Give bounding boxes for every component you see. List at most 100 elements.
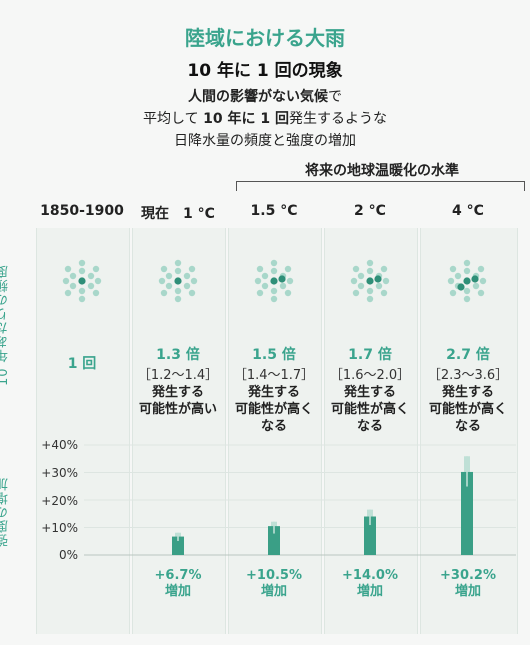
frequency-likelihood-1-5-2: 可能性が高く xyxy=(234,402,313,417)
increase-value-2: +14.0% xyxy=(342,568,398,583)
y-tick-20: +20% xyxy=(41,494,78,508)
dot-light xyxy=(165,272,173,280)
column-bg-1-5 xyxy=(228,228,322,634)
dot-light xyxy=(284,265,292,273)
dot-light xyxy=(454,272,462,280)
description-tail-2: 発生するような xyxy=(288,111,387,127)
dot-light xyxy=(477,289,485,297)
dot-light xyxy=(366,295,374,303)
frequency-likelihood-2-3: なる xyxy=(356,419,383,434)
dot-light xyxy=(87,272,95,280)
frequency-main-1850: 1 回 xyxy=(67,356,97,372)
dot-light xyxy=(463,287,471,295)
description-line-1: 人間の影響がない気候で xyxy=(0,86,530,106)
dot-light xyxy=(270,267,278,275)
dot-light xyxy=(286,277,294,285)
bar xyxy=(364,516,376,555)
dot-light xyxy=(183,272,191,280)
dot-light xyxy=(463,259,471,267)
bar xyxy=(268,526,280,555)
page-title: 陸域における大雨 xyxy=(185,26,345,50)
frequency-main-4: 2.7 倍 xyxy=(446,347,490,363)
dot-light xyxy=(64,289,72,297)
dot-light xyxy=(92,289,100,297)
dot-dark xyxy=(270,277,278,285)
dot-light xyxy=(254,277,262,285)
frequency-likelihood-4: 発生する 可能性が高く なる xyxy=(420,384,516,435)
dot-light xyxy=(449,289,457,297)
frequency-likelihood-2-1: 発生する xyxy=(343,385,396,400)
frequency-main-1-5: 1.5 倍 xyxy=(252,347,296,363)
dot-light xyxy=(64,265,72,273)
dot-light xyxy=(352,289,360,297)
column-header-1-5: 1.5 °C xyxy=(250,203,298,219)
dot-light xyxy=(158,277,166,285)
bar xyxy=(461,471,473,555)
column-header-2: 2 °C xyxy=(354,203,386,219)
frequency-likelihood-2: 発生する 可能性が高く なる xyxy=(324,384,416,435)
dot-light xyxy=(375,282,383,290)
bar xyxy=(172,536,184,555)
future-warming-header: 将来の地球温暖化の水準 xyxy=(305,163,459,179)
dot-light xyxy=(69,272,77,280)
column-bg-now xyxy=(132,228,226,634)
dot-light xyxy=(350,277,358,285)
frequency-range-2: ［1.6～2.0］ xyxy=(329,368,411,383)
frequency-range-now: ［1.2～1.4］ xyxy=(137,368,219,383)
dot-light xyxy=(382,277,390,285)
dot-light xyxy=(188,265,196,273)
dot-light xyxy=(357,272,365,280)
description-line-2: 平均して 10 年に 1 回発生するような xyxy=(0,108,530,128)
increase-value-1-5: +10.5% xyxy=(246,568,302,583)
frequency-likelihood-4-1: 発生する xyxy=(441,385,494,400)
increase-word-1-5: 増加 xyxy=(260,584,287,599)
dot-light xyxy=(463,267,471,275)
increase-value-4: +30.2% xyxy=(440,568,496,583)
column-bg-2 xyxy=(324,228,418,634)
dot-light xyxy=(352,265,360,273)
dot-light xyxy=(284,289,292,297)
future-bracket xyxy=(236,181,525,191)
frequency-range-1-5: ［1.4～1.7］ xyxy=(233,368,315,383)
frequency-likelihood-4-2: 可能性が高く xyxy=(428,402,507,417)
dot-light xyxy=(78,287,86,295)
frequency-range-4: ［2.3～3.6］ xyxy=(427,368,509,383)
description-tail-1: で xyxy=(328,89,342,105)
increase-value-now: +6.7% xyxy=(154,568,202,583)
dot-dark xyxy=(471,275,479,283)
dot-light xyxy=(279,282,287,290)
dot-light xyxy=(357,282,365,290)
dot-light xyxy=(188,289,196,297)
y-tick-30: +30% xyxy=(41,466,78,480)
dot-light xyxy=(174,259,182,267)
dot-light xyxy=(160,265,168,273)
column-header-4: 4 °C xyxy=(452,203,484,219)
dot-light xyxy=(366,287,374,295)
dot-dark xyxy=(457,283,465,291)
dot-light xyxy=(270,259,278,267)
dot-light xyxy=(87,282,95,290)
dot-light xyxy=(270,295,278,303)
frequency-likelihood-now: 発生する 可能性が高い xyxy=(132,384,224,418)
dot-light xyxy=(366,259,374,267)
dot-light xyxy=(477,265,485,273)
dot-dark xyxy=(463,277,471,285)
dot-dark xyxy=(174,277,182,285)
increase-word-4: 増加 xyxy=(454,584,481,599)
y-tick-0: 0% xyxy=(58,548,78,562)
increase-word-now: 増加 xyxy=(164,584,191,599)
description-bold-1: 人間の影響がない気候 xyxy=(188,89,328,105)
column-bg-1850 xyxy=(36,228,130,634)
dot-light xyxy=(270,287,278,295)
frequency-main-now: 1.3 倍 xyxy=(156,347,200,363)
dot-light xyxy=(449,265,457,273)
dot-light xyxy=(472,282,480,290)
description-bold-2: 10 年に 1 回 xyxy=(203,111,289,127)
frequency-likelihood-now-2: 可能性が高い xyxy=(138,402,217,417)
frequency-likelihood-1-5: 発生する 可能性が高く なる xyxy=(228,384,320,435)
column-header-now: 現在 1 °C xyxy=(141,206,215,222)
dot-light xyxy=(479,277,487,285)
dot-light xyxy=(160,289,168,297)
